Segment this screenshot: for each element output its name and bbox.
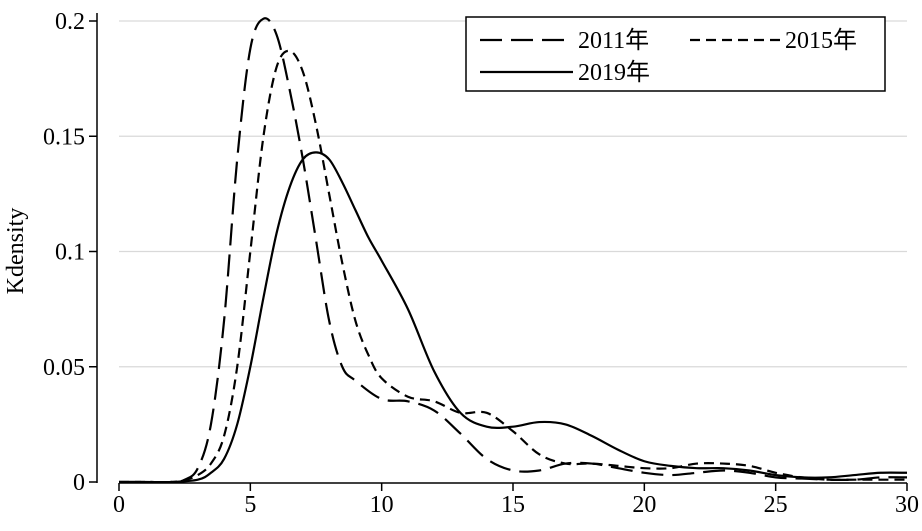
legend-label-1: 2015年: [785, 27, 857, 54]
y-tick-label-0: 0: [73, 470, 85, 496]
series-line-2: [119, 151, 908, 484]
legend-box: [465, 16, 886, 92]
axes: [89, 13, 908, 491]
legend: 2011年 2015年 2019年: [465, 16, 886, 92]
x-tick-label-1: 5: [244, 492, 256, 518]
legend-label-0: 2011年: [578, 27, 649, 54]
series-line-0: [119, 17, 908, 484]
x-tick-label-3: 15: [501, 492, 525, 518]
legend-label-2: 2019年: [578, 59, 650, 86]
x-tick-label-4: 20: [632, 492, 656, 518]
x-tick-label-6: 30: [895, 492, 919, 518]
series-lines: [119, 17, 908, 484]
x-tick-label-0: 0: [113, 492, 125, 518]
series-line-1: [119, 49, 907, 484]
y-tick-label-1: 0.05: [43, 355, 85, 381]
x-tick-label-2: 10: [370, 492, 394, 518]
y-axis-title: Kdensity: [3, 208, 29, 295]
y-tick-label-2: 0.1: [55, 240, 85, 266]
y-tick-label-3: 0.15: [43, 124, 85, 150]
x-tick-label-5: 25: [764, 492, 788, 518]
y-tick-label-4: 0.2: [55, 9, 85, 35]
tick-labels: 0 5 10 15 20 25 30 0 0.05 0.1 0.15 0.2: [43, 9, 919, 518]
